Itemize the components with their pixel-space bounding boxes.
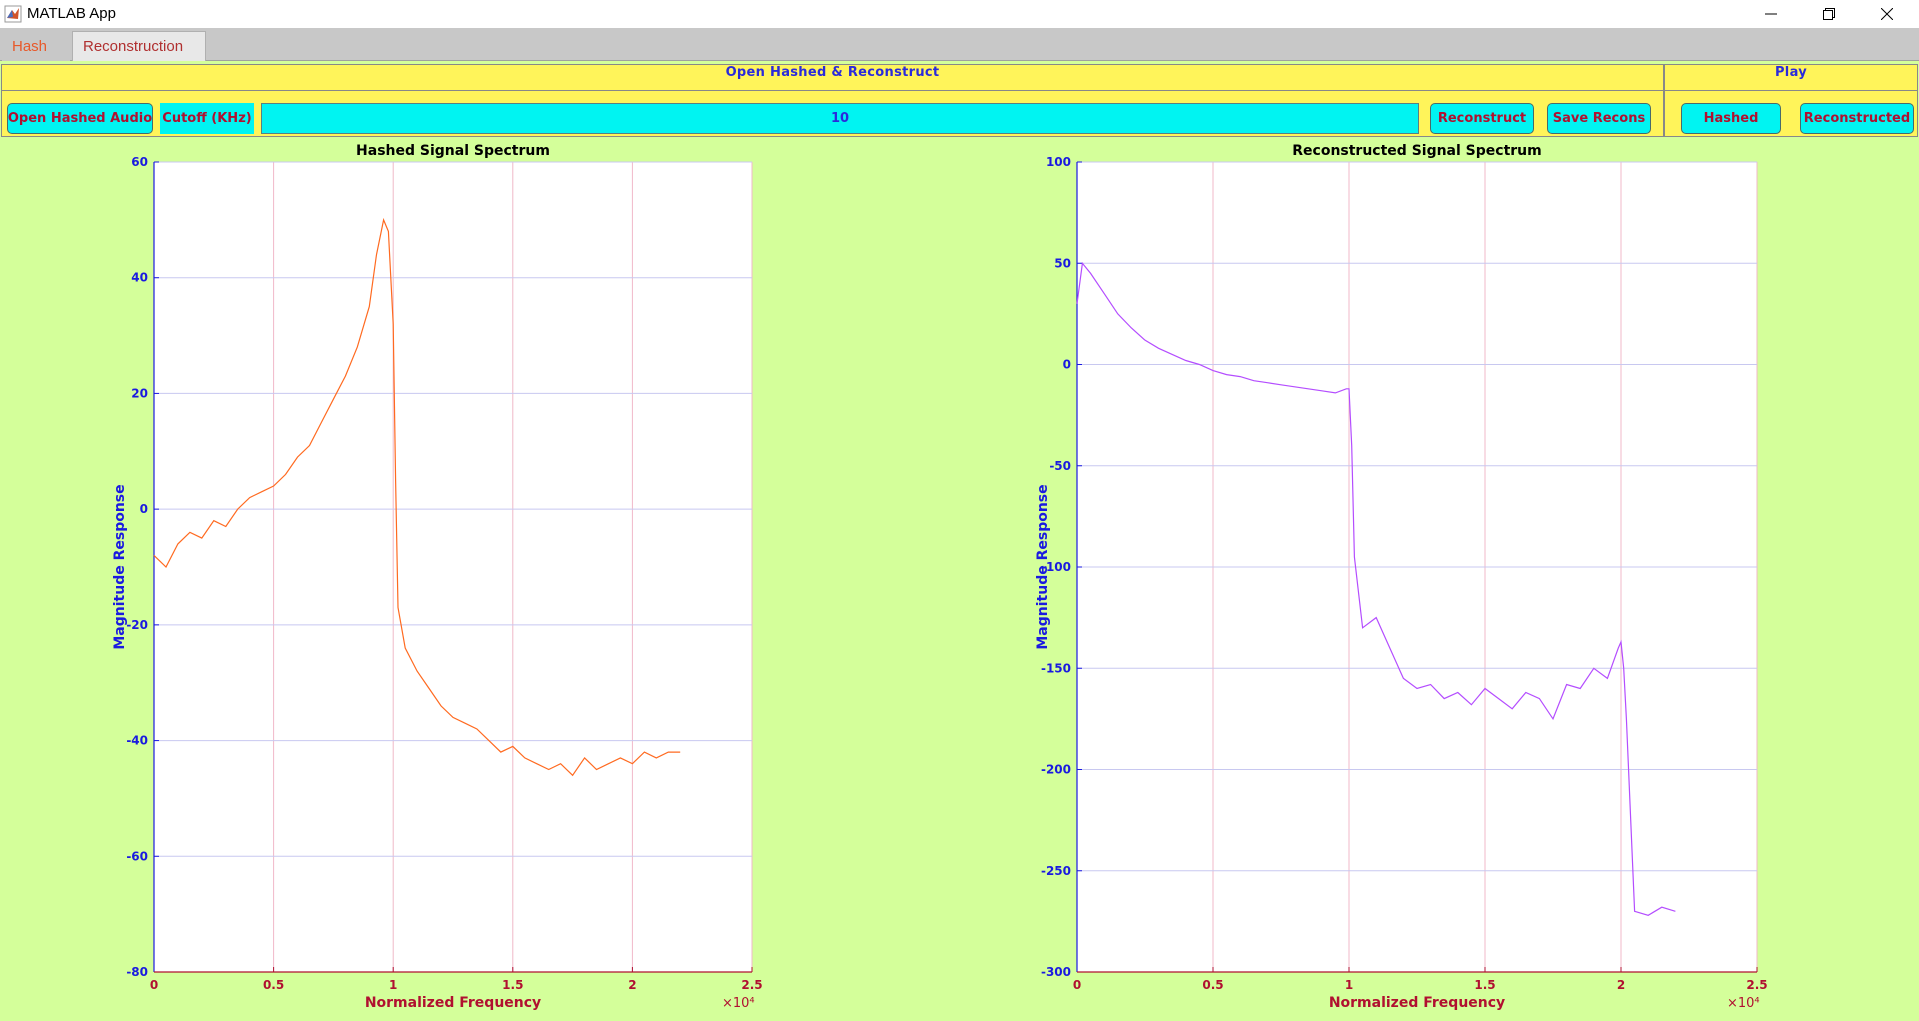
cutoff-field[interactable]: 10 bbox=[261, 103, 1419, 134]
x-tick-label: 1.5 bbox=[502, 978, 523, 992]
x-tick-label: 1 bbox=[1345, 978, 1353, 992]
plot-area bbox=[154, 162, 752, 972]
hashed-spectrum-chart: 0 0.5 1 1.5 2 2.5 -80 -60 -40 -20 0 20 40 60 Hashed Si… bbox=[112, 143, 763, 1011]
y-tick-label: -250 bbox=[1041, 864, 1071, 878]
y-tick-label: 50 bbox=[1054, 256, 1071, 270]
series-line bbox=[153, 217, 681, 777]
x-exponent-label: ×10⁴ bbox=[722, 996, 755, 1011]
chart-title: Reconstructed Signal Spectrum bbox=[1292, 143, 1541, 159]
x-tick-label: 1 bbox=[389, 978, 397, 992]
y-tick-label: 20 bbox=[131, 386, 148, 400]
x-tick-label: 0 bbox=[1073, 978, 1081, 992]
minimize-icon bbox=[1765, 13, 1777, 15]
tab-reconstruction[interactable]: Reconstruction bbox=[72, 31, 206, 61]
close-icon bbox=[1881, 8, 1893, 20]
x-tick-label: 2.5 bbox=[1746, 978, 1767, 992]
minimize-button[interactable] bbox=[1748, 0, 1794, 28]
x-tick-label: 2 bbox=[1617, 978, 1625, 992]
y-tick-label: 100 bbox=[1046, 155, 1071, 169]
cutoff-label: Cutoff (KHz) bbox=[160, 103, 254, 134]
x-axis-label: Normalized Frequency bbox=[1329, 995, 1505, 1011]
tab-hash[interactable]: Hash bbox=[2, 31, 70, 61]
restore-button[interactable] bbox=[1806, 0, 1852, 28]
y-tick-label: -100 bbox=[1041, 560, 1071, 574]
play-reconstructed-button[interactable]: Reconstructed bbox=[1800, 103, 1914, 134]
open-hashed-audio-button[interactable]: Open Hashed Audio bbox=[7, 103, 153, 134]
save-recons-button[interactable]: Save Recons bbox=[1547, 103, 1651, 134]
y-tick-label: -50 bbox=[1049, 459, 1071, 473]
play-hashed-button[interactable]: Hashed bbox=[1681, 103, 1781, 134]
y-tick-label: 0 bbox=[1063, 358, 1071, 372]
window-title: MATLAB App bbox=[27, 5, 116, 22]
reconstruct-button[interactable]: Reconstruct bbox=[1430, 103, 1534, 134]
x-tick-label: 2 bbox=[628, 978, 636, 992]
chart-title: Hashed Signal Spectrum bbox=[356, 143, 550, 159]
y-tick-label: -200 bbox=[1041, 763, 1071, 777]
play-panel-title: Play bbox=[1665, 65, 1917, 91]
y-tick-label: -20 bbox=[126, 618, 148, 632]
close-button[interactable] bbox=[1864, 0, 1910, 28]
tab-strip: Hash Reconstruction bbox=[0, 28, 1919, 61]
y-tick-label: -60 bbox=[126, 849, 148, 863]
x-tick-label: 0 bbox=[150, 978, 158, 992]
x-tick-label: 2.5 bbox=[741, 978, 762, 992]
title-bar: MATLAB App bbox=[0, 0, 1919, 28]
x-tick-label: 0.5 bbox=[1202, 978, 1223, 992]
y-tick-label: -150 bbox=[1041, 661, 1071, 675]
x-exponent-label: ×10⁴ bbox=[1727, 996, 1760, 1011]
series-line bbox=[1076, 261, 1676, 916]
open-reconstruct-panel: Open Hashed & Reconstruct Open Hashed Au… bbox=[1, 64, 1664, 137]
reconstructed-spectrum-chart: 0 0.5 1 1.5 2 2.5 -300 -250 -200 -150 -100 -50 0 50 10… bbox=[1035, 143, 1768, 1011]
y-tick-label: -300 bbox=[1041, 965, 1071, 979]
restore-icon bbox=[1823, 8, 1835, 20]
x-tick-label: 0.5 bbox=[263, 978, 284, 992]
x-tick-label: 1.5 bbox=[1474, 978, 1495, 992]
panel-title: Open Hashed & Reconstruct bbox=[2, 65, 1663, 91]
y-tick-label: 0 bbox=[140, 502, 148, 516]
play-panel: Play Hashed Reconstructed bbox=[1664, 64, 1918, 137]
x-axis-label: Normalized Frequency bbox=[365, 995, 541, 1011]
matlab-icon bbox=[4, 5, 22, 23]
y-axis-label: Magnitude Response bbox=[112, 484, 128, 649]
y-tick-label: 40 bbox=[131, 271, 148, 285]
y-tick-label: -80 bbox=[126, 965, 148, 979]
y-tick-label: 60 bbox=[131, 155, 148, 169]
y-axis-label: Magnitude Response bbox=[1035, 484, 1051, 649]
y-tick-label: -40 bbox=[126, 734, 148, 748]
